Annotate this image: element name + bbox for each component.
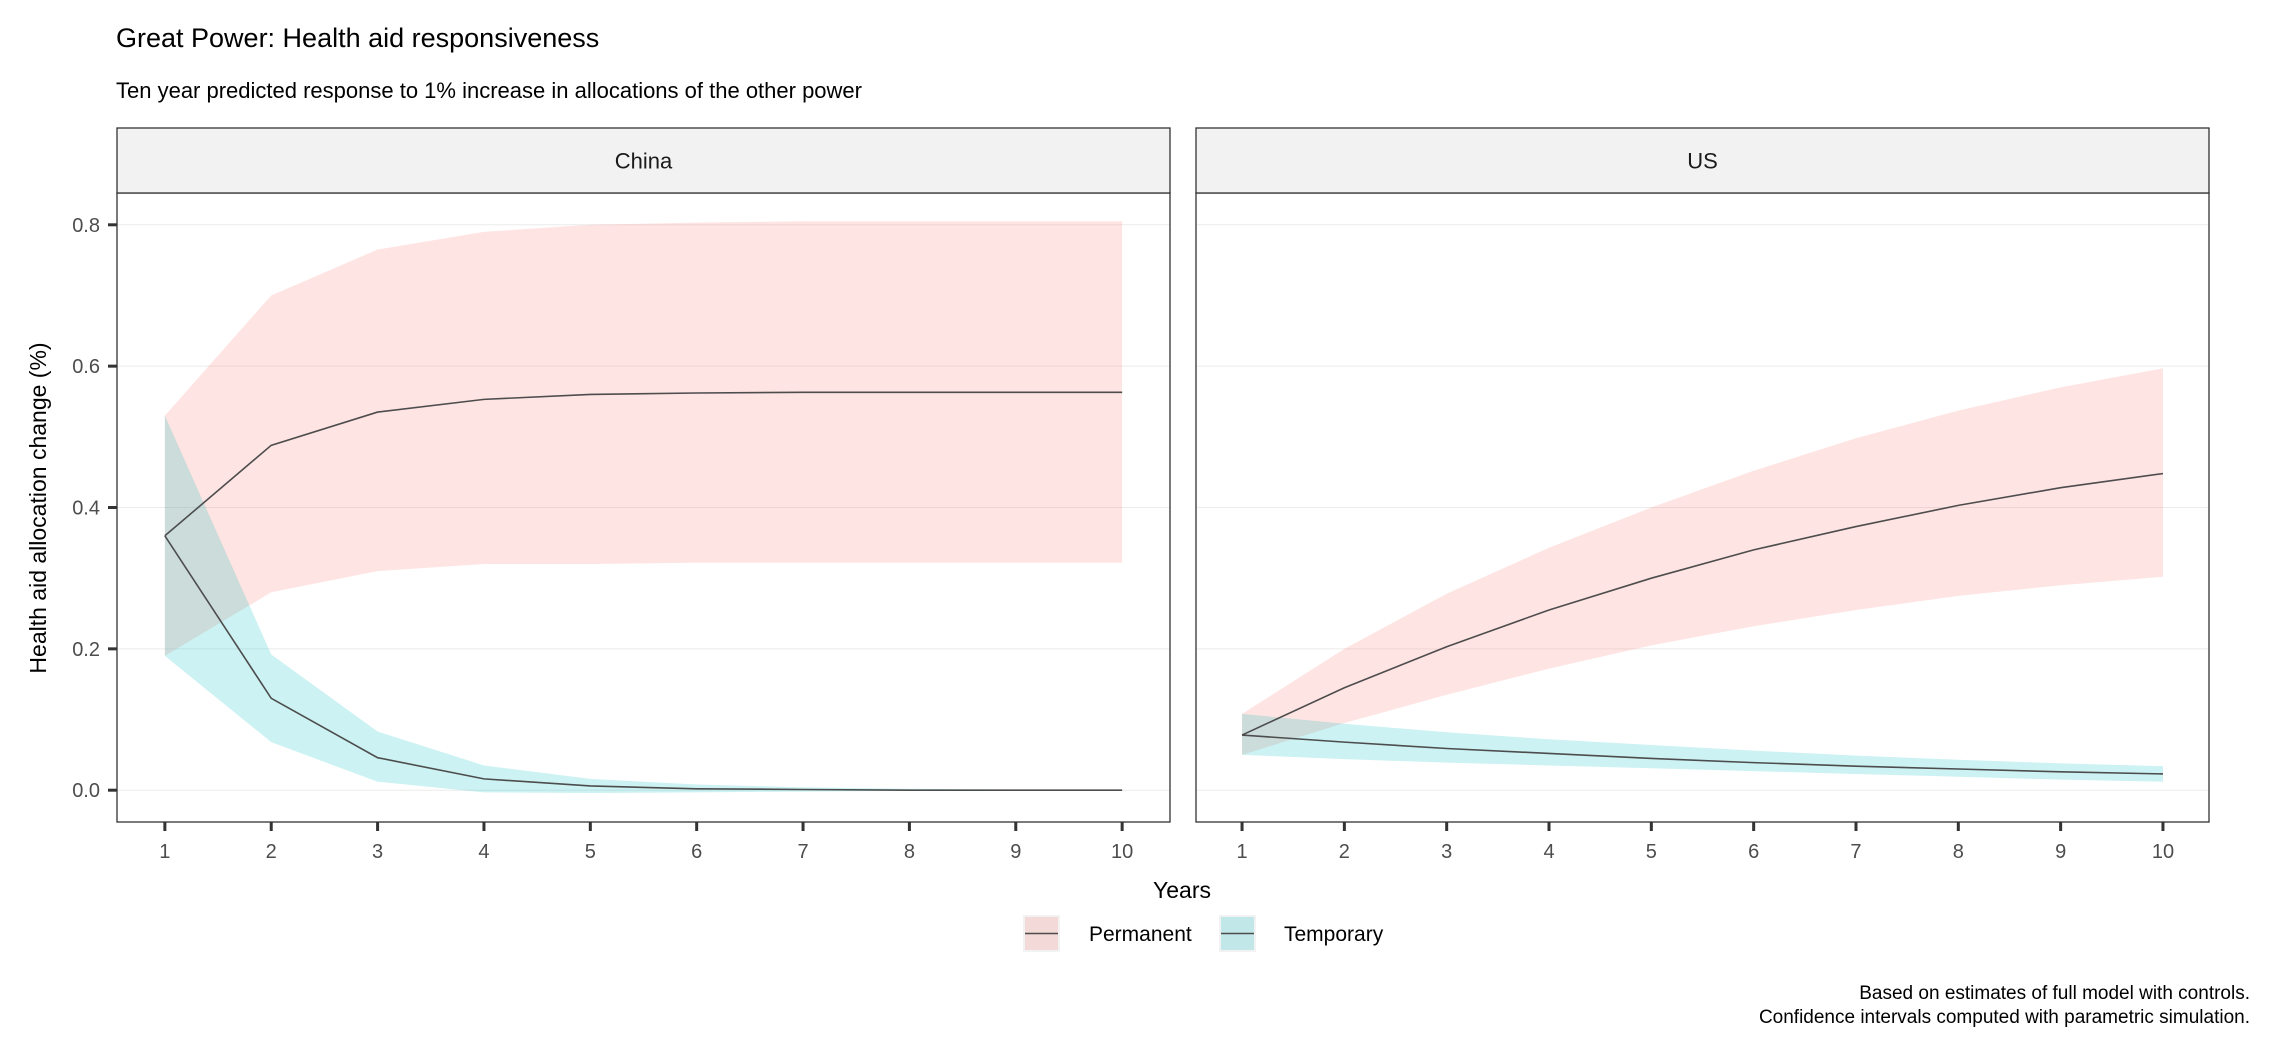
- x-tick-label: 3: [1441, 841, 1452, 863]
- ribbon-permanent: [1242, 368, 2163, 755]
- y-tick-label: 0.4: [72, 498, 100, 520]
- ribbon-permanent: [164, 221, 1123, 656]
- legend-label: Temporary: [1284, 923, 1384, 946]
- x-tick-label: 2: [266, 841, 277, 863]
- x-tick-label: 1: [159, 841, 170, 863]
- panel-china: China 1 2 3 4 5 6 7 8 9 10 0.0 0.2 0.4 0.6 0.8: [72, 127, 1171, 863]
- ribbon-temporary: [1242, 713, 2163, 782]
- line-temporary: [1241, 734, 2163, 775]
- line-permanent: [1241, 472, 2164, 736]
- x-tick-label: 5: [1646, 841, 1657, 863]
- x-tick-label: 6: [691, 841, 702, 863]
- line-temporary: [164, 535, 1123, 791]
- x-tick-label: 10: [2152, 841, 2174, 863]
- x-tick-label: 1: [1236, 841, 1247, 863]
- x-tick-label: 4: [478, 841, 489, 863]
- panel-us: US 1 2 3 4 5 6 7 8 9 10: [1195, 127, 2210, 863]
- x-tick-label: 6: [1748, 841, 1759, 863]
- y-axis-title: Health aid allocation change (%): [25, 342, 51, 673]
- facet-strip: [1195, 127, 2210, 194]
- x-tick-label: 8: [904, 841, 915, 863]
- caption-line-1: Based on estimates of full model with co…: [1859, 983, 2250, 1004]
- line-permanent: [164, 391, 1123, 537]
- facet-panels: China 1 2 3 4 5 6 7 8 9 10 0.0 0.2 0.4 0.6 0.8 US 1 2 3 4 5 6 7…: [72, 127, 2210, 863]
- legend: Permanent Temporary: [1023, 915, 1384, 952]
- x-axis-title: Years: [1153, 877, 1211, 903]
- y-tick-label: 0.0: [72, 780, 100, 802]
- facet-strip-label: China: [615, 149, 673, 174]
- x-tick-label: 7: [1850, 841, 1861, 863]
- legend-item-permanent: Permanent: [1023, 915, 1192, 952]
- x-tick-label: 10: [1111, 841, 1133, 863]
- facet-strip: [116, 127, 1171, 194]
- y-tick-label: 0.2: [72, 639, 100, 661]
- chart-subtitle: Ten year predicted response to 1% increa…: [116, 78, 862, 103]
- x-tick-label: 2: [1339, 841, 1350, 863]
- legend-label: Permanent: [1089, 923, 1192, 946]
- x-tick-label: 4: [1543, 841, 1554, 863]
- facet-strip-label: US: [1687, 149, 1718, 174]
- legend-item-temporary: Temporary: [1219, 915, 1384, 952]
- caption-line-2: Confidence intervals computed with param…: [1759, 1007, 2250, 1028]
- x-tick-label: 7: [797, 841, 808, 863]
- y-tick-label: 0.6: [72, 356, 100, 378]
- x-tick-label: 9: [1010, 841, 1021, 863]
- y-tick-label: 0.8: [72, 215, 100, 237]
- x-tick-label: 9: [2055, 841, 2066, 863]
- x-tick-label: 8: [1953, 841, 1964, 863]
- chart-title: Great Power: Health aid responsiveness: [116, 23, 599, 53]
- x-tick-label: 3: [372, 841, 383, 863]
- x-tick-label: 5: [585, 841, 596, 863]
